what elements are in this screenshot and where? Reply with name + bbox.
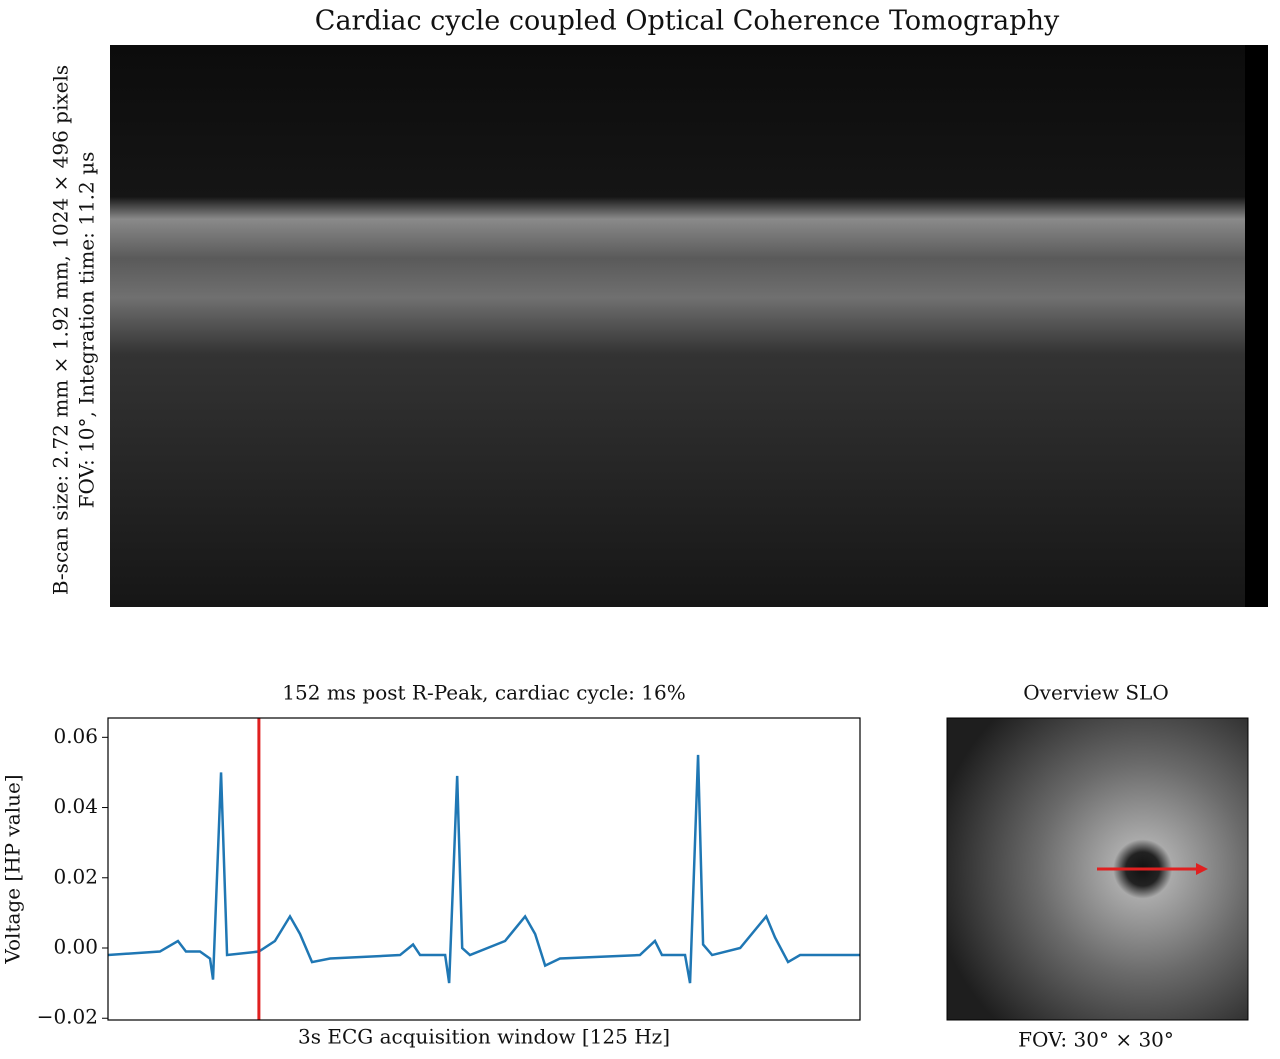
x-axis-label: 3s ECG acquisition window [125 Hz] (298, 1025, 670, 1049)
ecg-line (107, 754, 860, 984)
y-tick-label: 0.06 (53, 724, 98, 748)
scan-arrow-head (1196, 863, 1208, 875)
slo-caption: FOV: 30° × 30° (1018, 1028, 1174, 1052)
oct-label: B-scan size: 2.72 mm × 1.92 mm, 1024 × 4… (49, 65, 73, 595)
y-tick-label: 0.04 (53, 794, 98, 818)
plot-frame (107, 717, 861, 1021)
y-axis-label: Voltage [HP value] (1, 774, 25, 964)
y-tick-label: 0.02 (53, 864, 98, 888)
y-tick-label: −0.02 (37, 1005, 98, 1029)
slo-title: Overview SLO (1023, 681, 1168, 705)
oct-image (110, 45, 1268, 607)
oct-label: FOV: 10°, Integration time: 11.2 µs (75, 152, 99, 509)
figure-title: Cardiac cycle coupled Optical Coherence … (315, 6, 1060, 37)
y-tick-label: 0.00 (53, 935, 98, 959)
chart-title: 152 ms post R-Peak, cardiac cycle: 16% (282, 681, 685, 705)
oct-edge (1245, 45, 1268, 607)
